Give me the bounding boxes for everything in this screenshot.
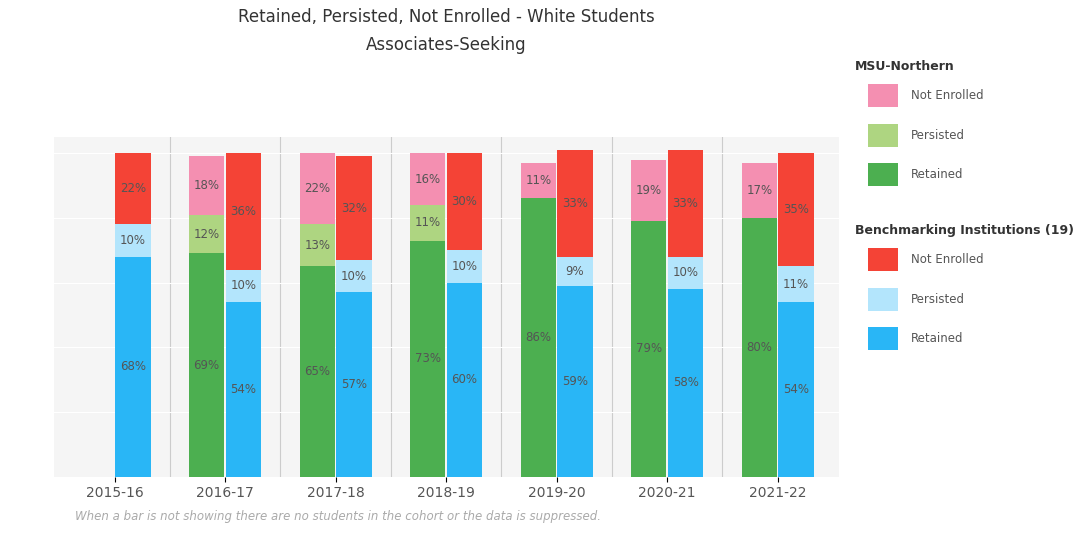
Bar bbox=[226, 302, 261, 477]
Bar bbox=[631, 159, 666, 221]
Text: 11%: 11% bbox=[415, 216, 441, 229]
Text: 11%: 11% bbox=[783, 278, 809, 291]
Bar bbox=[668, 289, 703, 477]
Bar bbox=[189, 215, 225, 254]
Bar bbox=[226, 270, 261, 302]
Text: 68%: 68% bbox=[120, 360, 146, 373]
Bar bbox=[778, 266, 814, 302]
Bar bbox=[557, 286, 592, 477]
Bar bbox=[410, 241, 445, 477]
Bar bbox=[410, 205, 445, 241]
Text: 32%: 32% bbox=[341, 202, 367, 215]
Text: MSU-Northern: MSU-Northern bbox=[855, 60, 955, 73]
Text: 69%: 69% bbox=[194, 358, 219, 372]
Text: Benchmarking Institutions (19): Benchmarking Institutions (19) bbox=[855, 224, 1074, 237]
Text: 60%: 60% bbox=[452, 373, 477, 386]
Text: 33%: 33% bbox=[562, 197, 588, 210]
Text: 10%: 10% bbox=[120, 234, 146, 247]
Text: 10%: 10% bbox=[341, 270, 367, 283]
Text: 18%: 18% bbox=[194, 179, 219, 192]
Bar bbox=[447, 283, 483, 477]
Text: 10%: 10% bbox=[230, 279, 257, 292]
Text: 86%: 86% bbox=[526, 331, 551, 344]
Text: 57%: 57% bbox=[341, 378, 367, 391]
Bar bbox=[557, 256, 592, 286]
Text: 79%: 79% bbox=[635, 342, 662, 356]
Bar bbox=[300, 153, 335, 224]
Text: 54%: 54% bbox=[783, 383, 809, 396]
Bar bbox=[778, 153, 814, 266]
Bar bbox=[742, 163, 777, 218]
Bar bbox=[557, 150, 592, 256]
Text: 73%: 73% bbox=[415, 352, 441, 365]
Bar bbox=[115, 153, 150, 224]
Bar bbox=[520, 163, 556, 198]
Bar bbox=[300, 266, 335, 477]
Text: 59%: 59% bbox=[562, 375, 588, 388]
Text: 36%: 36% bbox=[230, 205, 257, 218]
Text: 54%: 54% bbox=[230, 383, 257, 396]
Bar bbox=[778, 302, 814, 477]
Text: Associates-Seeking: Associates-Seeking bbox=[366, 36, 527, 54]
Text: Retained, Persisted, Not Enrolled - White Students: Retained, Persisted, Not Enrolled - Whit… bbox=[238, 8, 655, 26]
Text: 33%: 33% bbox=[673, 197, 699, 210]
Bar bbox=[668, 256, 703, 289]
Text: 19%: 19% bbox=[635, 184, 662, 197]
Text: 10%: 10% bbox=[452, 260, 477, 273]
Text: 9%: 9% bbox=[565, 265, 585, 278]
Bar bbox=[447, 250, 483, 283]
Bar bbox=[410, 153, 445, 205]
Text: Persisted: Persisted bbox=[911, 293, 964, 306]
Text: Persisted: Persisted bbox=[911, 129, 964, 142]
Text: 35%: 35% bbox=[784, 203, 809, 216]
Text: Not Enrolled: Not Enrolled bbox=[911, 89, 984, 102]
Text: Not Enrolled: Not Enrolled bbox=[911, 253, 984, 266]
Text: 30%: 30% bbox=[452, 195, 477, 208]
Bar bbox=[742, 218, 777, 477]
Bar bbox=[189, 156, 225, 215]
Bar bbox=[300, 224, 335, 266]
Bar bbox=[226, 153, 261, 270]
Text: 80%: 80% bbox=[746, 341, 772, 354]
Bar bbox=[336, 260, 372, 292]
Bar bbox=[668, 150, 703, 256]
Bar bbox=[520, 198, 556, 477]
Bar bbox=[189, 254, 225, 477]
Text: 22%: 22% bbox=[304, 182, 330, 195]
Bar bbox=[336, 292, 372, 477]
Text: 58%: 58% bbox=[673, 376, 699, 390]
Text: 22%: 22% bbox=[120, 182, 146, 195]
Bar bbox=[447, 153, 483, 250]
Text: 10%: 10% bbox=[673, 266, 699, 279]
Text: 16%: 16% bbox=[415, 173, 441, 186]
Text: 11%: 11% bbox=[526, 174, 551, 187]
Text: 17%: 17% bbox=[746, 184, 772, 197]
Text: 65%: 65% bbox=[304, 365, 330, 378]
Text: 13%: 13% bbox=[304, 239, 330, 252]
Text: Retained: Retained bbox=[911, 168, 963, 181]
Bar bbox=[115, 224, 150, 256]
Bar bbox=[115, 256, 150, 477]
Bar bbox=[631, 221, 666, 477]
Text: When a bar is not showing there are no students in the cohort or the data is sup: When a bar is not showing there are no s… bbox=[75, 510, 601, 523]
Text: 12%: 12% bbox=[194, 227, 219, 241]
Text: Retained: Retained bbox=[911, 332, 963, 345]
Bar bbox=[336, 156, 372, 260]
